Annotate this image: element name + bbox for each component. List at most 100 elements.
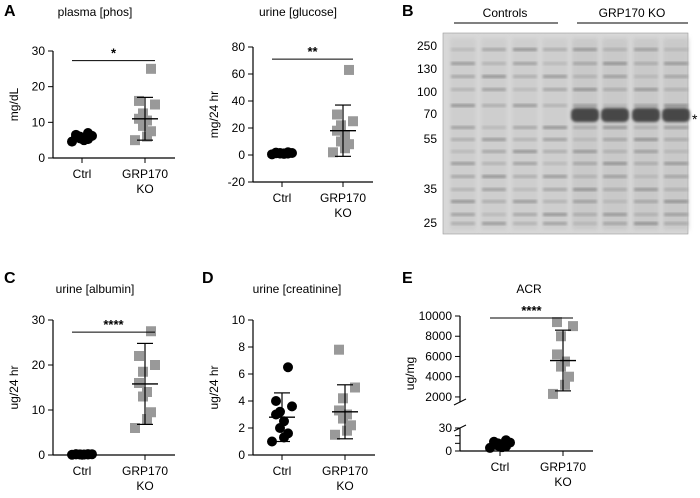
data-point-ko [138,120,148,131]
gel-faint-band [513,150,537,153]
gel-faint-band [513,213,537,216]
data-point-ko [134,351,144,361]
x-tick-label-ctrl: Ctrl [273,191,292,205]
gel-faint-band [482,88,506,91]
chart-title: urine [albumin] [56,282,135,296]
gel-marker-250: 250 [417,39,437,53]
data-point-ko [560,379,570,390]
gel-faint-band [634,150,658,153]
data-point-ko [556,331,566,342]
gel-faint-band [513,175,537,178]
panel-letter-e: E [402,270,413,287]
data-point-ko [560,356,570,367]
gel-faint-band [543,175,567,178]
x-tick-label-part: GRP170 [540,460,586,474]
x-tick-label-ctrl: Ctrl [491,460,510,474]
gel-faint-band [482,62,506,65]
gel-group-controls: Controls [483,6,528,20]
gel-faint-band [513,188,537,191]
gel-faint-band [451,75,475,78]
gel-faint-band [573,75,597,78]
gel-faint-band [664,88,688,91]
gel-lane [512,38,538,230]
data-point-ko [552,349,562,360]
gel-faint-band [573,138,597,141]
gel-faint-band [513,222,537,225]
gel-faint-band [573,175,597,178]
x-tick-label-ko: GRP170 KO [322,464,368,493]
data-point-ko [568,321,578,332]
y-tick-label: 20 [232,121,246,135]
significance-stars: **** [521,303,542,318]
x-tick-label-part: GRP170 [322,464,368,478]
gel-faint-band [451,126,475,129]
gel-faint-band [664,138,688,141]
data-point-ctrl [287,401,297,412]
gel-faint-band [573,150,597,153]
gel-faint-band [634,213,658,216]
y-tick-label: 8 [238,340,245,354]
gel-faint-band [664,126,688,129]
gel-faint-band [513,126,537,129]
gel-faint-band [603,213,627,216]
gel-lane [542,38,568,230]
y-tick-label: 80 [232,40,246,54]
gel-faint-band [451,88,475,91]
gel-faint-band [573,88,597,91]
gel-faint-band [603,104,627,107]
series-grp170-ko [548,317,578,399]
y-tick-label: 20 [32,80,46,94]
data-point-ko [134,378,144,388]
x-tick-label-ctrl: Ctrl [73,464,92,478]
gel-faint-band [451,150,475,153]
axis-break-mark [453,398,467,406]
significance-stars: **** [103,317,124,332]
gel-faint-band [451,62,475,65]
data-point-ctrl [501,435,511,446]
gel-faint-band [603,162,627,165]
chart-urine-glucose: urine [glucose] -20 0 20 40 60 80 mg/24 hr Ctrl G… [207,5,373,220]
gel-marker-70: 70 [424,107,438,121]
series-ctrl [67,449,97,460]
data-point-ko [150,99,160,110]
gel-marker-130: 130 [417,62,437,76]
x-tick-label-ko: GRP170 KO [122,167,168,196]
data-point-ko [346,420,356,431]
y-tick-label: 40 [232,94,246,108]
chart-title: plasma [phos] [58,5,133,19]
gel-lane [450,38,476,230]
gel-faint-band [513,162,537,165]
data-point-ko [146,63,156,74]
data-point-ko [146,407,156,418]
chart-acr: ACR 2000 4000 6000 8000 10000 0 30 ug/mg Ctrl GRP1… [403,282,593,489]
gel-faint-band [513,48,537,51]
data-point-ko [342,409,352,420]
gel-faint-band [664,104,688,107]
y-axis-label: mg/24 hr [207,91,221,138]
gel-faint-band [573,188,597,191]
gel-band-asterisk: * [692,111,698,127]
data-point-ko [564,371,574,382]
y-tick-label: 6 [238,367,245,381]
gel-faint-band [634,88,658,91]
gel-faint-band [603,200,627,203]
data-point-ctrl [275,406,285,417]
gel-faint-band [451,175,475,178]
significance-stars: * [111,46,117,61]
significance-stars: ** [307,44,318,59]
y-tick-label: 6000 [425,349,452,363]
data-point-ko [142,414,152,424]
gel-faint-band [603,48,627,51]
data-point-ko [328,147,338,158]
panel-letter-a: A [4,3,16,20]
gel-faint-band [543,104,567,107]
gel-faint-band [664,213,688,216]
data-point-ko [348,116,358,127]
gel-lane [481,38,507,230]
x-tick-label-part: KO [136,182,153,196]
data-point-ko [138,108,148,119]
series-grp170-ko [130,63,160,146]
gel-faint-band [482,162,506,165]
panel-letter-c: C [4,270,16,287]
data-point-ctrl [283,428,293,439]
